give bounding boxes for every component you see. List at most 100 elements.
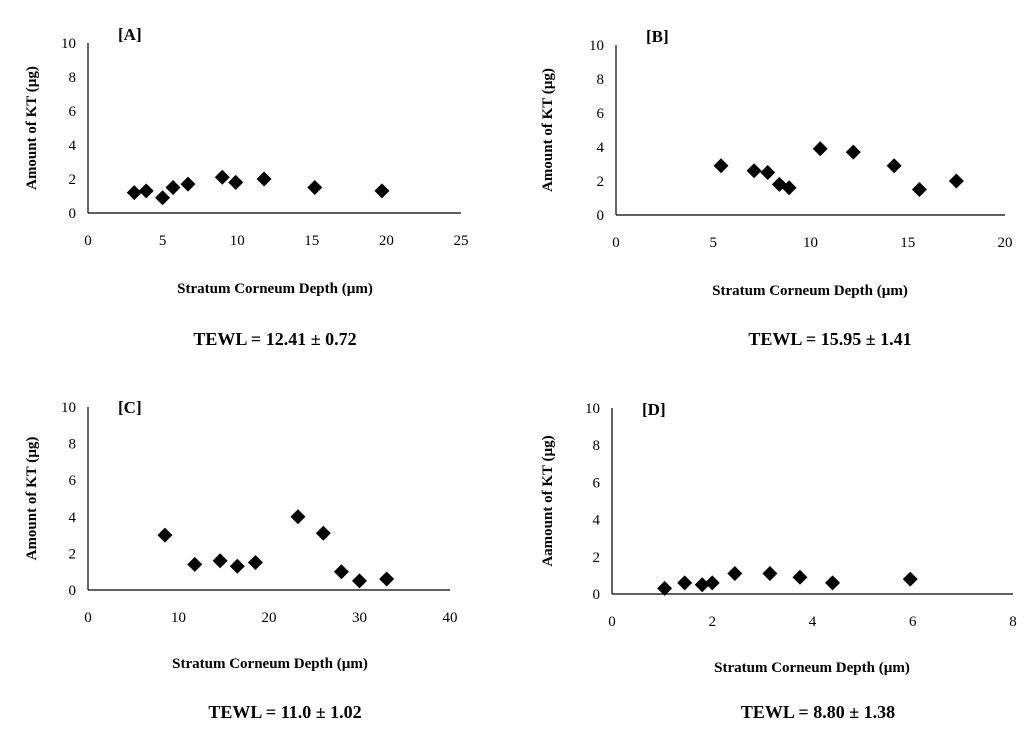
data-point: [247, 555, 263, 571]
data-point: [180, 176, 196, 192]
data-point: [187, 556, 203, 572]
x-tick-label: 20: [262, 610, 277, 626]
x-tick-label: 15: [900, 235, 915, 251]
panel-title: [A]: [118, 25, 142, 44]
y-tick-label: 8: [69, 70, 77, 86]
x-tick-label: 2: [709, 614, 717, 630]
x-axis-label: Stratum Corneum Depth (µm): [177, 281, 373, 297]
data-point: [812, 141, 828, 157]
data-point: [138, 183, 154, 199]
panel-title: [B]: [646, 27, 669, 46]
data-point: [333, 564, 349, 580]
y-tick-label: 2: [593, 550, 601, 566]
data-point: [165, 180, 181, 195]
y-axis-label: Amount of KT (µg): [24, 437, 40, 561]
y-tick-label: 4: [597, 140, 605, 156]
x-tick-label: 4: [809, 614, 817, 630]
data-point: [214, 169, 230, 185]
x-axis-label: Stratum Corneum Depth (µm): [714, 660, 910, 676]
data-point: [155, 190, 171, 206]
y-axis-label: Amount of KT (µg): [24, 66, 40, 190]
data-point: [727, 566, 743, 582]
y-tick-label: 0: [69, 206, 77, 222]
chart-panel-d: 0 2 4 6 8 10 0 2 4 6 8 [D] Stratum Corneum Depth (µm…: [540, 400, 1017, 722]
tewl-annotation: TEWL = 11.0 ± 1.02: [208, 702, 361, 722]
y-tick-label: 6: [597, 106, 605, 122]
data-point: [157, 527, 173, 543]
y-tick-label: 0: [593, 587, 601, 603]
y-tick-label: 10: [61, 400, 76, 416]
y-tick-label: 4: [69, 138, 77, 154]
y-tick-label: 6: [69, 104, 77, 120]
data-point: [713, 158, 729, 174]
data-point: [352, 573, 367, 589]
x-tick-label: 0: [84, 610, 92, 626]
data-point: [948, 173, 964, 189]
x-axis-label: Stratum Corneum Depth (µm): [712, 283, 908, 299]
x-tick-label: 5: [710, 235, 718, 251]
y-axis-label: Aamount of KT (µg): [540, 435, 556, 566]
chart-panel-b: 0 2 4 6 8 10 0 5 10 15 20 [B] Stratum Corneum Depth …: [540, 27, 1013, 349]
tewl-annotation: TEWL = 12.41 ± 0.72: [193, 329, 356, 349]
data-point: [792, 569, 808, 585]
data-point: [694, 577, 710, 593]
x-tick-label: 40: [443, 610, 458, 626]
y-tick-label: 4: [593, 513, 601, 529]
x-tick-label: 6: [909, 614, 917, 630]
chart-panel-c: 0 2 4 6 8 10 0 10 20 30 40 [C] Stratum Corneum Depth…: [24, 398, 458, 722]
data-point: [845, 144, 861, 160]
x-tick-label: 30: [352, 610, 367, 626]
panel-title: [D]: [642, 400, 666, 419]
data-point: [657, 580, 673, 596]
data-point: [760, 165, 776, 180]
panel-title: [C]: [118, 398, 142, 417]
data-point: [781, 180, 797, 196]
data-point: [704, 575, 720, 591]
y-tick-label: 8: [593, 438, 601, 454]
data-point: [911, 182, 927, 197]
y-tick-label: 2: [69, 172, 77, 188]
data-point: [886, 158, 902, 174]
data-point: [379, 571, 395, 587]
y-tick-label: 10: [61, 36, 76, 52]
y-tick-label: 2: [69, 546, 77, 562]
data-point: [126, 185, 142, 201]
y-tick-label: 0: [597, 208, 605, 224]
x-tick-label: 10: [230, 233, 245, 249]
y-tick-label: 6: [593, 475, 601, 491]
tewl-annotation: TEWL = 8.80 ± 1.38: [741, 702, 895, 722]
y-tick-label: 10: [589, 38, 604, 54]
x-tick-label: 0: [612, 235, 620, 251]
data-point: [256, 171, 272, 187]
data-point: [825, 575, 841, 591]
y-tick-label: 6: [69, 473, 77, 489]
data-point: [228, 174, 244, 190]
x-tick-label: 8: [1009, 614, 1017, 630]
data-point: [212, 553, 228, 569]
data-point: [374, 183, 390, 199]
y-tick-label: 10: [585, 401, 600, 417]
x-tick-label: 5: [159, 233, 167, 249]
data-point: [902, 571, 918, 587]
x-tick-label: 0: [608, 614, 616, 630]
data-point: [677, 575, 693, 591]
x-tick-label: 20: [379, 233, 394, 249]
data-point: [746, 163, 762, 179]
y-axis-label: Amount of KT (µg): [540, 68, 556, 192]
tewl-annotation: TEWL = 15.95 ± 1.41: [748, 329, 911, 349]
data-point: [307, 180, 323, 195]
x-tick-label: 20: [998, 235, 1013, 251]
y-tick-label: 0: [69, 583, 77, 599]
y-tick-label: 2: [597, 174, 605, 190]
y-tick-label: 4: [69, 510, 77, 526]
x-tick-label: 25: [454, 233, 469, 249]
y-tick-label: 8: [597, 72, 605, 88]
y-tick-label: 8: [69, 437, 77, 453]
x-tick-label: 15: [304, 233, 319, 249]
x-tick-label: 10: [171, 610, 186, 626]
x-axis-label: Stratum Corneum Depth (µm): [172, 656, 368, 672]
chart-panel-a: 0 2 4 6 8 10 0 5 10 15 20 25 [A] Stratum Corneum Dept…: [24, 25, 469, 349]
data-point: [315, 525, 331, 541]
data-point: [290, 509, 306, 525]
